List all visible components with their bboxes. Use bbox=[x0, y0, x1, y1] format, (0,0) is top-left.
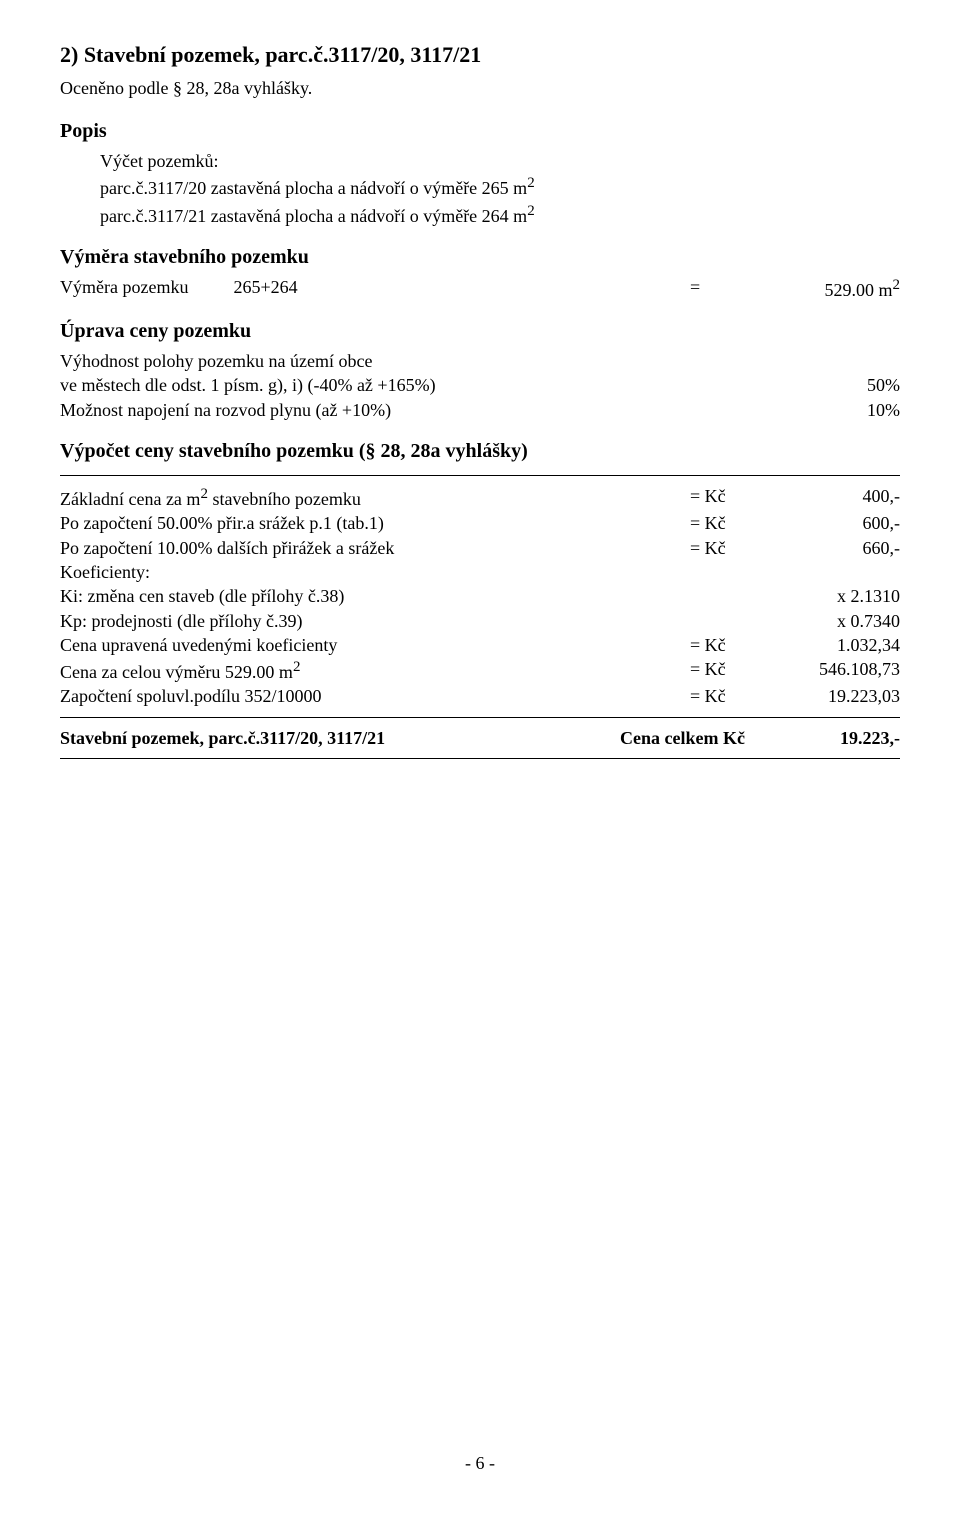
row-eq: = Kč bbox=[690, 657, 750, 684]
vymera-label: Výměra pozemku 265+264 bbox=[60, 275, 690, 302]
uprava-row1: ve městech dle odst. 1 písm. g), i) (-40… bbox=[60, 373, 900, 397]
row-eq bbox=[690, 584, 750, 608]
uprava-title: Úprava ceny pozemku bbox=[60, 318, 900, 345]
row-label: Po započtení 50.00% přir.a srážek p.1 (t… bbox=[60, 511, 690, 535]
vymera-val: 529.00 m2 bbox=[750, 275, 900, 302]
uprava-block: Úprava ceny pozemku Výhodnost polohy poz… bbox=[60, 318, 900, 422]
row-eq: = Kč bbox=[690, 511, 750, 535]
vymera-eq: = bbox=[690, 275, 750, 302]
total-row: Stavební pozemek, parc.č.3117/20, 3117/2… bbox=[60, 726, 900, 750]
row-val: x 2.1310 bbox=[750, 584, 900, 608]
total-label: Stavební pozemek, parc.č.3117/20, 3117/2… bbox=[60, 726, 620, 750]
vymera-block: Výměra stavebního pozemku Výměra pozemku… bbox=[60, 244, 900, 302]
popis-body: Výčet pozemků: parc.č.3117/20 zastavěná … bbox=[100, 149, 900, 228]
row-eq bbox=[690, 609, 750, 633]
vymera-row: Výměra pozemku 265+264 = 529.00 m2 bbox=[60, 275, 900, 302]
table-row: Kp: prodejnosti (dle přílohy č.39) x 0.7… bbox=[60, 609, 900, 633]
sup-2: 2 bbox=[293, 659, 301, 675]
divider bbox=[60, 758, 900, 759]
divider bbox=[60, 717, 900, 718]
row-val: 546.108,73 bbox=[750, 657, 900, 684]
vymera-title: Výměra stavebního pozemku bbox=[60, 244, 900, 271]
sup-2: 2 bbox=[200, 486, 208, 502]
popis-line-1: parc.č.3117/21 zastavěná plocha a nádvoř… bbox=[100, 201, 900, 228]
popis-title: Popis bbox=[60, 118, 900, 145]
table-row: Ki: změna cen staveb (dle přílohy č.38) … bbox=[60, 584, 900, 608]
row-val: 1.032,34 bbox=[750, 633, 900, 657]
page-number: - 6 - bbox=[0, 1451, 960, 1475]
divider bbox=[60, 475, 900, 476]
popis-line-0: parc.č.3117/20 zastavěná plocha a nádvoř… bbox=[100, 173, 900, 200]
table-row: Po započtení 50.00% přir.a srážek p.1 (t… bbox=[60, 511, 900, 535]
vymera-val-text: 529.00 m bbox=[824, 280, 892, 300]
vypocet-title: Výpočet ceny stavebního pozemku (§ 28, 2… bbox=[60, 438, 900, 465]
uprava-line1: Výhodnost polohy pozemku na území obce bbox=[60, 349, 900, 373]
row-label: Cena upravená uvedenými koeficienty bbox=[60, 633, 690, 657]
calc-table: Základní cena za m2 stavebního pozemku =… bbox=[60, 484, 900, 709]
row-eq: = Kč bbox=[690, 536, 750, 560]
heading-title: 2) Stavební pozemek, parc.č.3117/20, 311… bbox=[60, 40, 900, 70]
row-label-text: Cena za celou výměru 529.00 m bbox=[60, 662, 293, 682]
sup-2: 2 bbox=[893, 277, 901, 293]
row-eq: = Kč bbox=[690, 484, 750, 511]
table-row: Po započtení 10.00% dalších přirážek a s… bbox=[60, 536, 900, 560]
row-val: 660,- bbox=[750, 536, 900, 560]
sup-2: 2 bbox=[527, 203, 535, 219]
table-row: Započtení spoluvl.podílu 352/10000 = Kč … bbox=[60, 684, 900, 708]
vymera-label-text: Výměra pozemku bbox=[60, 277, 188, 297]
table-row: Cena upravená uvedenými koeficienty = Kč… bbox=[60, 633, 900, 657]
uprava-line3: Možnost napojení na rozvod plynu (až +10… bbox=[60, 398, 750, 422]
uprava-pct2: 10% bbox=[750, 398, 900, 422]
row-label: Koeficienty: bbox=[60, 560, 690, 584]
row-label-text2: stavebního pozemku bbox=[208, 489, 361, 509]
row-label: Po započtení 10.00% dalších přirážek a s… bbox=[60, 536, 690, 560]
row-val: 400,- bbox=[750, 484, 900, 511]
total-val: 19.223,- bbox=[800, 726, 900, 750]
total-eq: Cena celkem Kč bbox=[620, 726, 800, 750]
table-row: Cena za celou výměru 529.00 m2 = Kč 546.… bbox=[60, 657, 900, 684]
row-eq: = Kč bbox=[690, 633, 750, 657]
row-label: Ki: změna cen staveb (dle přílohy č.38) bbox=[60, 584, 690, 608]
row-eq bbox=[690, 560, 750, 584]
heading-block: 2) Stavební pozemek, parc.č.3117/20, 311… bbox=[60, 40, 900, 100]
sup-2: 2 bbox=[527, 175, 535, 191]
uprava-row2: Možnost napojení na rozvod plynu (až +10… bbox=[60, 398, 900, 422]
row-val: 19.223,03 bbox=[750, 684, 900, 708]
uprava-line2: ve městech dle odst. 1 písm. g), i) (-40… bbox=[60, 373, 750, 397]
uprava-pct1: 50% bbox=[750, 373, 900, 397]
row-label: Kp: prodejnosti (dle přílohy č.39) bbox=[60, 609, 690, 633]
row-label: Základní cena za m2 stavebního pozemku bbox=[60, 484, 690, 511]
table-row: Koeficienty: bbox=[60, 560, 900, 584]
row-val: 600,- bbox=[750, 511, 900, 535]
row-val bbox=[750, 560, 900, 584]
row-label: Započtení spoluvl.podílu 352/10000 bbox=[60, 684, 690, 708]
row-label: Cena za celou výměru 529.00 m2 bbox=[60, 657, 690, 684]
row-eq: = Kč bbox=[690, 684, 750, 708]
row-val: x 0.7340 bbox=[750, 609, 900, 633]
row-label-text: Základní cena za m bbox=[60, 489, 200, 509]
popis-block: Popis Výčet pozemků: parc.č.3117/20 zast… bbox=[60, 118, 900, 228]
popis-line0-text: parc.č.3117/20 zastavěná plocha a nádvoř… bbox=[100, 178, 527, 198]
vymera-expr: 265+264 bbox=[233, 277, 297, 297]
popis-line1-text: parc.č.3117/21 zastavěná plocha a nádvoř… bbox=[100, 206, 527, 226]
heading-subtitle: Oceněno podle § 28, 28a vyhlášky. bbox=[60, 76, 900, 100]
table-row: Základní cena za m2 stavebního pozemku =… bbox=[60, 484, 900, 511]
popis-intro: Výčet pozemků: bbox=[100, 149, 900, 173]
